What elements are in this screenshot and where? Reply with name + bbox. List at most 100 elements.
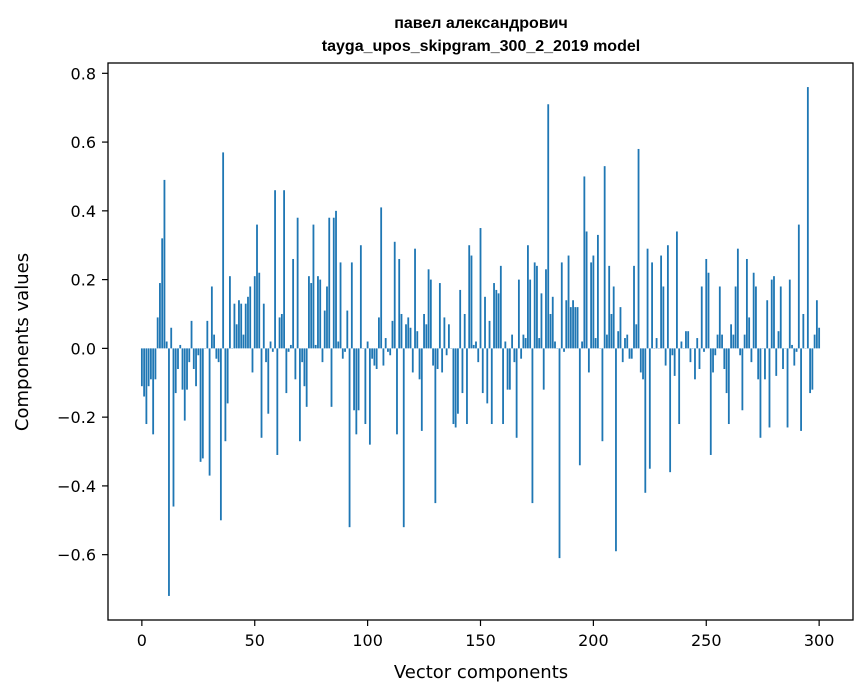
bar-204	[601, 348, 604, 442]
bar-23	[192, 348, 195, 370]
bar-212	[619, 307, 622, 349]
bar-118	[407, 317, 410, 349]
bar-247	[698, 348, 701, 370]
bar-94	[353, 348, 355, 411]
bar-270	[750, 348, 753, 363]
bar-178	[542, 348, 545, 390]
bar-101	[368, 348, 371, 445]
bar-135	[445, 348, 448, 356]
x-tick-label: 150	[465, 631, 496, 650]
bar-254	[714, 348, 717, 356]
bar-59	[274, 190, 276, 349]
bar-119	[409, 327, 412, 349]
bar-170	[524, 338, 527, 349]
bar-14	[172, 348, 175, 507]
bar-215	[626, 334, 629, 349]
bar-196	[583, 176, 586, 349]
bar-125	[423, 313, 425, 349]
bar-257	[721, 334, 723, 349]
bar-147	[472, 344, 475, 349]
bar-234	[669, 348, 672, 473]
bar-291	[797, 224, 800, 349]
bar-250	[705, 258, 708, 349]
bar-262	[732, 334, 735, 349]
y-axis-label: Components values	[12, 253, 33, 431]
bar-162	[506, 348, 509, 390]
bar-122	[416, 331, 419, 349]
bar-44	[240, 303, 243, 349]
bar-96	[357, 348, 360, 411]
bar-18	[181, 348, 184, 390]
bar-11	[165, 341, 168, 349]
bar-126	[425, 324, 428, 349]
bar-33	[215, 348, 218, 359]
bar-299	[815, 300, 818, 349]
bar-199	[590, 262, 593, 349]
y-tick-label: 0.0	[71, 339, 96, 358]
bar-226	[651, 262, 653, 349]
bar-263	[734, 286, 737, 349]
bar-136	[447, 324, 450, 349]
bar-24	[195, 348, 197, 387]
bar-20	[186, 348, 188, 390]
bar-38	[226, 348, 229, 404]
bar-188	[565, 300, 568, 349]
bar-47	[247, 296, 249, 349]
x-axis-label: Vector components	[394, 662, 568, 683]
bar-48	[249, 286, 252, 349]
bar-8	[159, 283, 161, 349]
bar-276	[764, 348, 766, 380]
bar-50	[253, 276, 256, 349]
bar-111	[391, 320, 394, 349]
bar-222	[642, 348, 644, 380]
bar-66	[289, 344, 292, 349]
bar-117	[405, 324, 407, 349]
bar-106	[380, 207, 383, 349]
bar-191	[572, 300, 574, 349]
bar-185	[558, 348, 561, 559]
bar-51	[256, 224, 258, 349]
bar-242	[687, 331, 690, 349]
bar-213	[621, 348, 624, 363]
bar-266	[741, 348, 744, 411]
bar-202	[596, 234, 599, 349]
bar-287	[788, 279, 791, 349]
bar-161	[504, 341, 507, 349]
bar-260	[727, 348, 730, 425]
bar-115	[400, 313, 403, 349]
bar-121	[414, 248, 416, 349]
x-tick-label: 300	[804, 631, 835, 650]
bar-86	[335, 210, 337, 349]
bar-79	[319, 279, 322, 349]
bar-210	[615, 348, 617, 552]
bar-283	[779, 286, 782, 349]
bar-241	[685, 331, 687, 349]
bar-116	[402, 348, 405, 528]
bar-95	[355, 348, 358, 435]
bar-81	[323, 310, 326, 349]
bar-186	[560, 262, 563, 349]
bar-64	[285, 348, 288, 394]
bar-158	[497, 293, 500, 349]
y-tick-label: −0.6	[57, 546, 96, 565]
bar-152	[484, 296, 486, 349]
y-tick-label: 0.6	[71, 133, 96, 152]
bar-166	[515, 348, 518, 438]
bar-205	[603, 166, 606, 349]
bar-140	[457, 348, 459, 414]
bar-55	[265, 348, 267, 363]
bar-269	[748, 317, 751, 349]
bar-187	[563, 348, 565, 352]
y-tick-label: −0.2	[57, 408, 96, 427]
bar-127	[427, 269, 430, 349]
bar-22	[190, 320, 193, 349]
bar-149	[477, 348, 480, 363]
bar-46	[244, 303, 247, 349]
bar-75	[310, 283, 313, 349]
bar-29	[206, 320, 209, 349]
bar-89	[341, 348, 344, 359]
bar-25	[197, 348, 200, 356]
bar-217	[630, 348, 633, 359]
bar-255	[716, 334, 719, 349]
